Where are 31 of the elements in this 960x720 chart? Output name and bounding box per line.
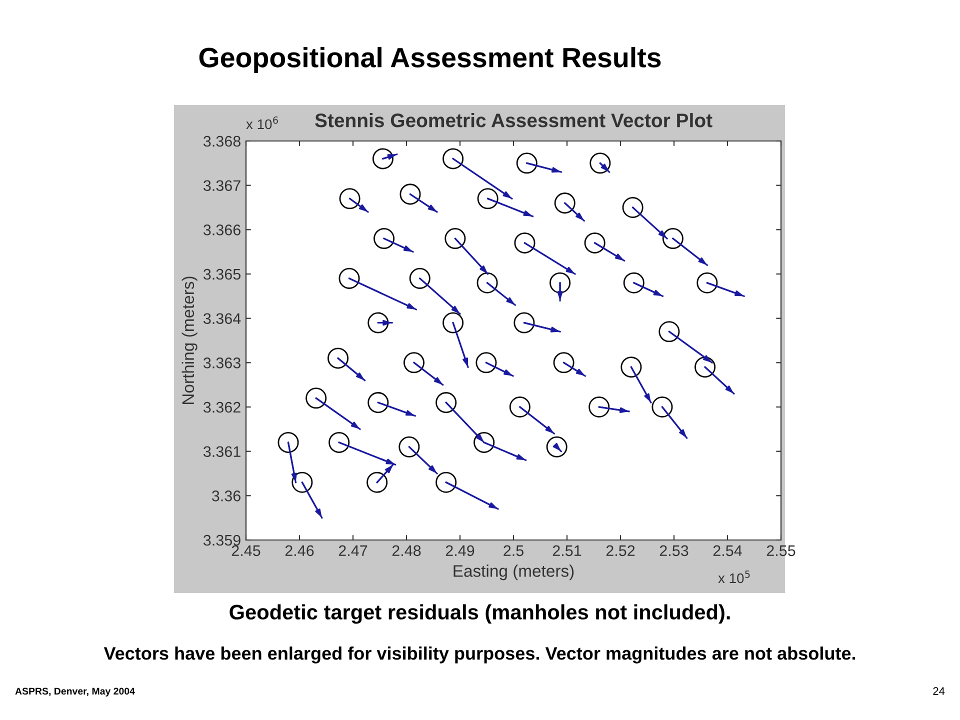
x-axis-title: Easting (meters): [454, 564, 574, 580]
x-tick-label: 2.5: [504, 545, 524, 556]
y-tick-label: 3.363: [203, 358, 240, 368]
text: x 10$^{5}$: [718, 570, 750, 584]
y-tick-label: 3.365: [203, 268, 240, 280]
x-tick-label: 2.45: [232, 545, 260, 556]
y-tick-label: 3.359: [203, 534, 240, 546]
y-tick-label: 3.368: [203, 136, 240, 147]
y-tick-label: 3.36: [212, 490, 240, 502]
x-tick-label: 2.52: [606, 545, 635, 556]
text: 24: [933, 687, 945, 695]
text: Geopositional Assessment Results: [199, 47, 661, 73]
text: Vectors have been enlarged for visibility purposes. Vector magnitudes are not absolute.: [104, 646, 856, 664]
text: x 10$^{6}$: [246, 116, 278, 130]
y-tick-label: 3.362: [203, 402, 240, 413]
x-tick-label: 2.47: [338, 545, 368, 556]
y-axis-title: Northing (meters): [182, 276, 198, 404]
y-tick-label: 3.361: [203, 446, 240, 458]
x-tick-label: 2.53: [660, 545, 688, 556]
x-tick-label: 2.49: [446, 545, 474, 556]
y-tick-label: 3.367: [203, 180, 240, 192]
x-tick-label: 2.54: [713, 545, 742, 556]
chart-title: Stennis Geometric Assessment Vector Plot: [315, 113, 712, 128]
x-tick-label: 2.51: [552, 545, 582, 556]
text: Geodetic target residuals (manholes not included).: [230, 604, 730, 624]
x-tick-label: 2.48: [392, 545, 421, 556]
y-tick-label: 3.364: [203, 313, 241, 324]
text: ASPRS, Denver, May 2004: [15, 688, 135, 697]
x-tick-label: 2.55: [766, 545, 796, 556]
y-tick-label: 3.366: [203, 224, 240, 236]
x-tick-label: 2.46: [285, 545, 314, 556]
